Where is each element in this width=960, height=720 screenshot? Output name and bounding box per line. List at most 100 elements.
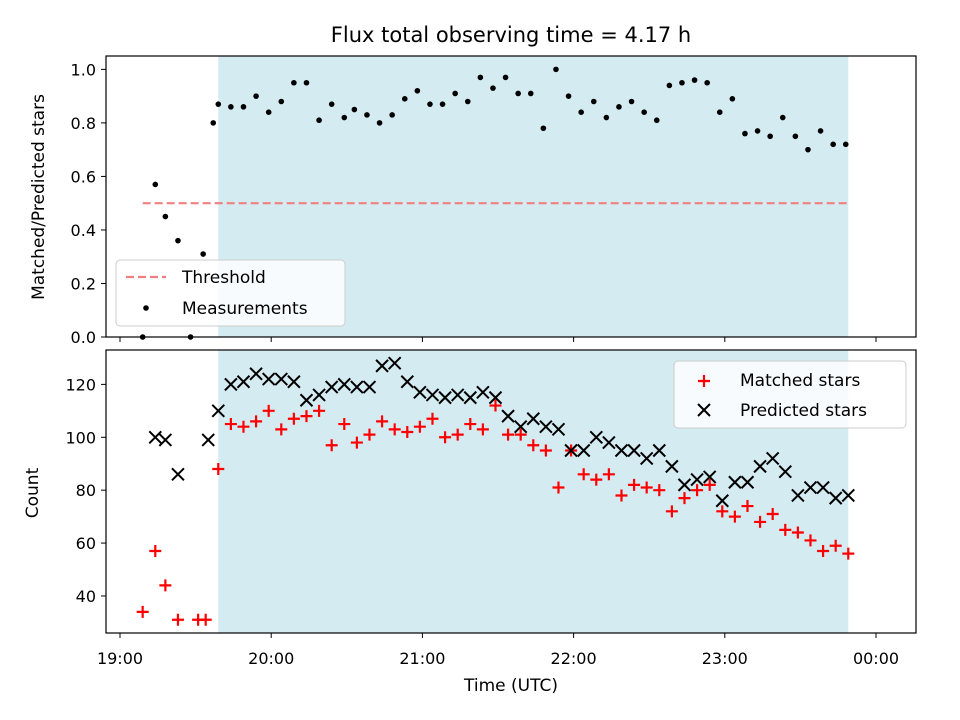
matched-star-point (665, 505, 678, 518)
predicted-star-point (665, 459, 679, 474)
matched-star-point (829, 539, 842, 552)
bottom-x-tick-label: 19:00 (97, 649, 143, 668)
measurement-point (817, 128, 824, 134)
predicted-star-point (299, 393, 314, 407)
predicted-star-point (740, 475, 755, 489)
predicted-star-point (324, 380, 339, 394)
predicted-star-point (488, 390, 503, 405)
predicted-star-point (158, 433, 173, 447)
matched-star-point (804, 534, 817, 547)
measurement-point (842, 141, 849, 148)
predicted-star-point (715, 494, 729, 508)
matched-star-point (817, 545, 830, 558)
measurement-point (210, 120, 217, 126)
predicted-star-point (778, 464, 792, 479)
matched-star-point (313, 404, 326, 417)
matched-star-point (388, 423, 401, 436)
measurement-point (679, 79, 685, 86)
matched-star-point (590, 473, 603, 486)
predicted-star-point (375, 359, 389, 373)
measurement-point (754, 128, 761, 134)
matched-star-point (338, 418, 351, 431)
matched-star-point (716, 505, 729, 518)
predicted-star-point (539, 419, 553, 434)
measurement-point (477, 74, 484, 81)
bottom-x-tick-label: 00:00 (853, 649, 899, 668)
predicted-star-point (564, 443, 578, 458)
matched-star-point (224, 418, 237, 431)
measurement-point (401, 96, 408, 102)
matched-star-point (502, 428, 515, 441)
measurement-point (341, 114, 348, 121)
measurement-point (729, 96, 736, 102)
predicted-star-point (841, 488, 855, 503)
matched-star-point (262, 404, 275, 417)
predicted-star-point (463, 390, 477, 405)
top-y-tick-label: 0.0 (71, 328, 96, 347)
bottom-y-tick-label: 60 (76, 534, 96, 553)
matched-star-point (439, 431, 452, 444)
measurement-point (215, 101, 222, 107)
measurement-point (527, 90, 534, 97)
predicted-star-point (551, 422, 566, 437)
matched-star-point (741, 500, 754, 513)
matched-star-point (287, 412, 300, 425)
predicted-star-point (337, 377, 351, 392)
matched-star-point (602, 468, 615, 481)
bottom-x-tick-label: 22:00 (551, 649, 597, 668)
matched-star-point (464, 418, 477, 431)
top-y-tick-label: 0.8 (71, 114, 96, 133)
top-legend: Threshold Measurements (115, 259, 346, 327)
matched-star-point (275, 423, 288, 436)
legend-measurements-swatch (143, 305, 149, 311)
measurement-point (152, 181, 159, 188)
measurement-point (427, 101, 433, 107)
matched-star-point (199, 613, 212, 626)
predicted-star-point (803, 480, 818, 495)
predicted-star-point (148, 430, 162, 444)
bottom-x-tick-label: 23:00 (702, 649, 748, 668)
bottom-x-tick-label: 21:00 (399, 649, 445, 668)
matched-star-point (728, 510, 741, 523)
predicted-star-point (261, 372, 276, 386)
legend-matched-label: Matched stars (740, 371, 860, 391)
bottom-axes-frame (105, 349, 917, 634)
predicted-star-point (425, 388, 440, 402)
top-y-tick-label: 0.6 (71, 167, 96, 186)
measurement-point (742, 130, 748, 137)
measurement-point (779, 114, 786, 121)
predicted-star-point (791, 488, 805, 503)
predicted-star-point (690, 472, 704, 487)
measurement-point (653, 117, 660, 124)
legend-matched-swatch (698, 375, 710, 387)
matched-star-point (640, 481, 653, 494)
top-y-tick-label: 0.2 (71, 274, 96, 293)
bottom-legend-box (673, 360, 907, 429)
predicted-star-point (765, 451, 780, 466)
matched-star-point (691, 484, 704, 497)
predicted-star-point (211, 404, 225, 418)
predicted-star-point (171, 467, 185, 482)
matched-star-point (426, 412, 439, 425)
predicted-star-point (602, 435, 616, 450)
measurement-point (502, 74, 509, 81)
predicted-star-point (728, 475, 742, 489)
top-axes-frame (105, 55, 917, 338)
measurement-point (162, 213, 169, 220)
bottom-y-tick-label: 40 (76, 587, 96, 606)
bottom-y-tick-label: 120 (65, 375, 96, 394)
matched-star-point (754, 515, 767, 528)
measurement-point (767, 133, 773, 140)
matched-star-point (363, 428, 376, 441)
matched-star-point (325, 439, 338, 452)
predicted-star-point (312, 388, 326, 402)
bottom-legend: Matched stars Predicted stars (673, 360, 907, 429)
predicted-star-point (501, 409, 515, 423)
predicted-star-point (224, 377, 238, 392)
legend-threshold-label: Threshold (181, 268, 266, 288)
measurement-point (376, 120, 383, 126)
predicted-star-point (677, 478, 692, 492)
bottom-y-tick-label: 80 (76, 481, 96, 500)
measurement-point (691, 77, 698, 83)
